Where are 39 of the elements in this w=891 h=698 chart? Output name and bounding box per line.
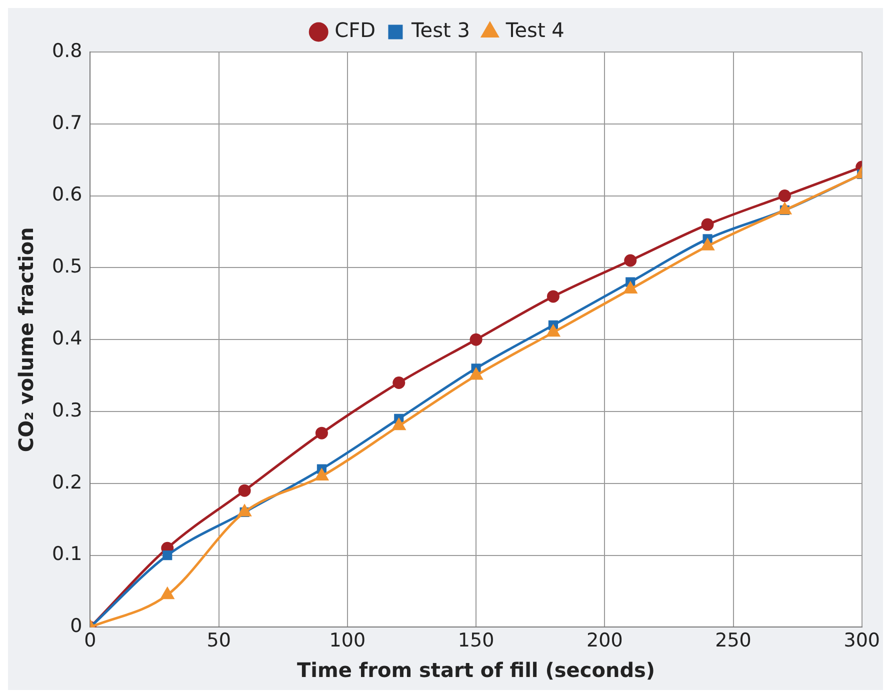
x-tick-label: 0 <box>84 630 96 652</box>
point <box>778 202 792 214</box>
y-tick-label: 0.3 <box>52 399 82 422</box>
point <box>315 426 328 440</box>
point <box>546 290 560 303</box>
y-tick-label: 0 <box>70 615 82 638</box>
y-tick-label: 0.4 <box>52 328 82 350</box>
y-tick-label: 0.2 <box>52 471 82 494</box>
legend-label: Test 3 <box>410 18 470 42</box>
x-tick-label: 100 <box>329 630 366 652</box>
point <box>701 218 714 231</box>
y-tick-label: 0.5 <box>52 256 82 278</box>
point <box>624 254 637 267</box>
y-tick-label: 0.8 <box>52 40 82 62</box>
point <box>392 418 406 430</box>
point <box>778 190 791 202</box>
point <box>160 588 174 600</box>
x-axis-title: Time from start of fill (seconds) <box>297 658 656 682</box>
y-tick-label: 0.1 <box>52 543 82 566</box>
legend-label: CFD <box>334 18 376 42</box>
point <box>392 376 406 389</box>
x-tick-label: 50 <box>206 630 231 652</box>
point <box>238 504 251 516</box>
x-tick-label: 300 <box>844 630 880 652</box>
point <box>162 550 172 560</box>
point <box>701 238 714 250</box>
x-tick-label: 200 <box>586 630 623 652</box>
y-tick-label: 0.6 <box>52 184 82 206</box>
point <box>624 282 637 294</box>
point <box>315 468 328 480</box>
y-axis-title: CO₂ volume fraction <box>14 227 38 452</box>
legend-label: Test 4 <box>504 18 564 42</box>
point <box>470 368 482 380</box>
y-tick-label: 0.7 <box>52 112 82 134</box>
point <box>470 333 482 346</box>
point <box>546 325 560 337</box>
point <box>238 484 251 497</box>
x-tick-label: 150 <box>458 630 494 652</box>
x-tick-label: 250 <box>715 630 752 652</box>
